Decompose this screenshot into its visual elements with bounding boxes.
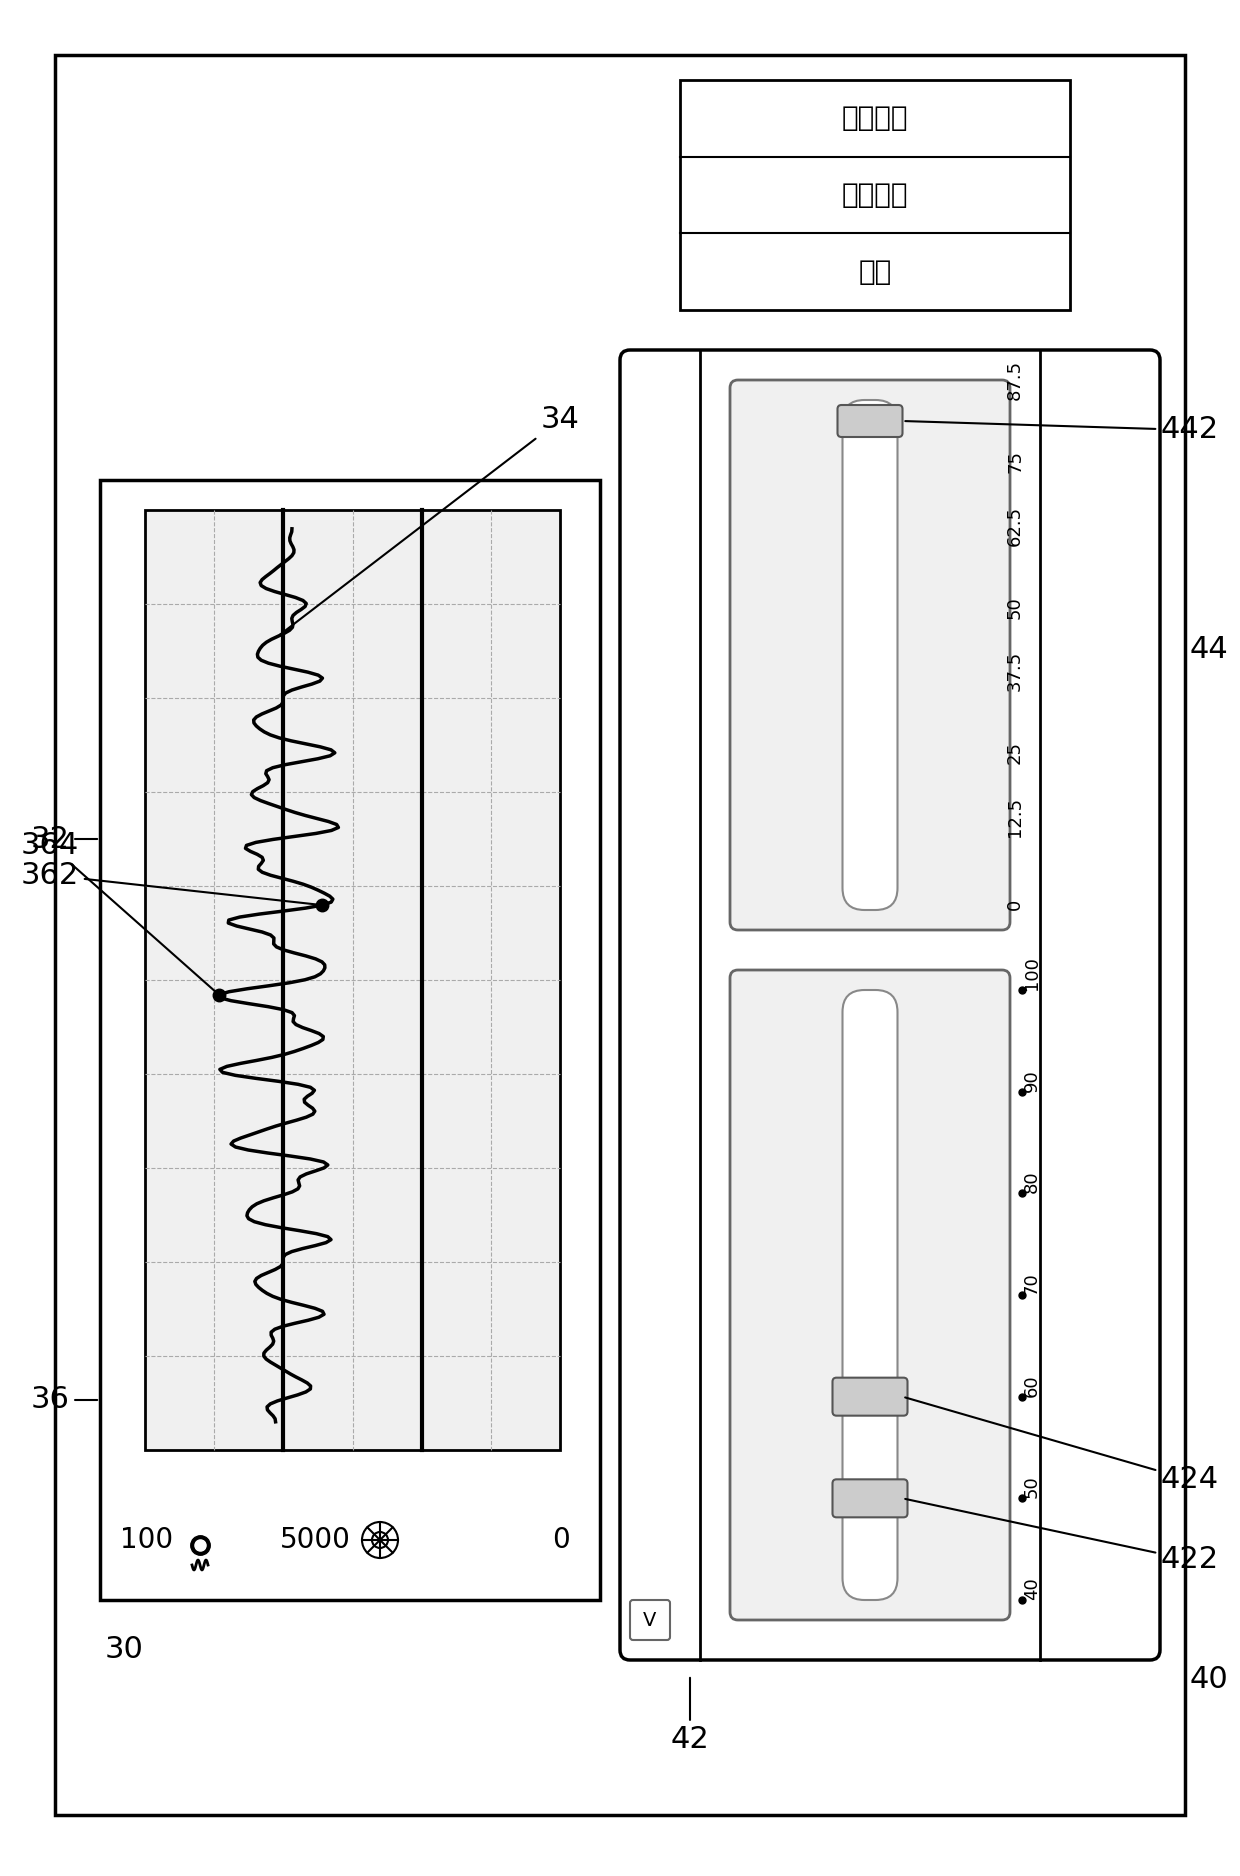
Bar bbox=[145, 510, 560, 1450]
FancyBboxPatch shape bbox=[842, 400, 898, 910]
FancyBboxPatch shape bbox=[730, 381, 1011, 930]
Text: 36: 36 bbox=[31, 1386, 97, 1415]
Text: 62.5: 62.5 bbox=[1006, 507, 1024, 546]
Text: 90: 90 bbox=[1023, 1069, 1042, 1092]
Text: 87.5: 87.5 bbox=[1006, 360, 1024, 400]
FancyBboxPatch shape bbox=[832, 1480, 908, 1518]
Text: 424: 424 bbox=[905, 1398, 1219, 1495]
Text: 5000: 5000 bbox=[280, 1525, 351, 1553]
Text: 80: 80 bbox=[1023, 1171, 1042, 1193]
Text: 75: 75 bbox=[1006, 450, 1024, 473]
Text: 44: 44 bbox=[1190, 636, 1229, 664]
FancyBboxPatch shape bbox=[832, 1377, 908, 1416]
Text: 364: 364 bbox=[21, 831, 217, 992]
FancyBboxPatch shape bbox=[730, 970, 1011, 1621]
FancyBboxPatch shape bbox=[842, 991, 898, 1600]
Text: 40: 40 bbox=[1023, 1578, 1042, 1600]
Text: 100: 100 bbox=[120, 1525, 174, 1553]
Text: 取消: 取消 bbox=[858, 257, 892, 285]
Text: 25: 25 bbox=[1006, 741, 1024, 764]
Text: 70: 70 bbox=[1023, 1272, 1042, 1294]
Bar bbox=[100, 480, 600, 1600]
FancyBboxPatch shape bbox=[620, 351, 1159, 1660]
Text: 12.5: 12.5 bbox=[1006, 797, 1024, 837]
Text: 362: 362 bbox=[21, 861, 320, 904]
Text: 40: 40 bbox=[1190, 1666, 1229, 1694]
Text: 30: 30 bbox=[105, 1636, 144, 1664]
Text: 储存设定: 储存设定 bbox=[842, 180, 908, 208]
Text: 0: 0 bbox=[1006, 899, 1024, 910]
FancyBboxPatch shape bbox=[837, 405, 903, 437]
Text: 37.5: 37.5 bbox=[1006, 651, 1024, 692]
Bar bbox=[680, 81, 1070, 310]
Text: 60: 60 bbox=[1023, 1373, 1042, 1396]
Text: 100: 100 bbox=[1023, 957, 1042, 991]
Text: 恢复预设: 恢复预设 bbox=[842, 105, 908, 133]
Text: V: V bbox=[644, 1610, 657, 1630]
Text: 42: 42 bbox=[671, 1677, 709, 1754]
Text: 32: 32 bbox=[31, 824, 97, 854]
Text: 50: 50 bbox=[1006, 597, 1024, 619]
Text: 50: 50 bbox=[1023, 1476, 1042, 1499]
Text: 422: 422 bbox=[905, 1499, 1219, 1574]
Text: 442: 442 bbox=[905, 415, 1219, 445]
Text: 0: 0 bbox=[552, 1525, 570, 1553]
Text: 34: 34 bbox=[280, 405, 579, 634]
FancyBboxPatch shape bbox=[630, 1600, 670, 1640]
